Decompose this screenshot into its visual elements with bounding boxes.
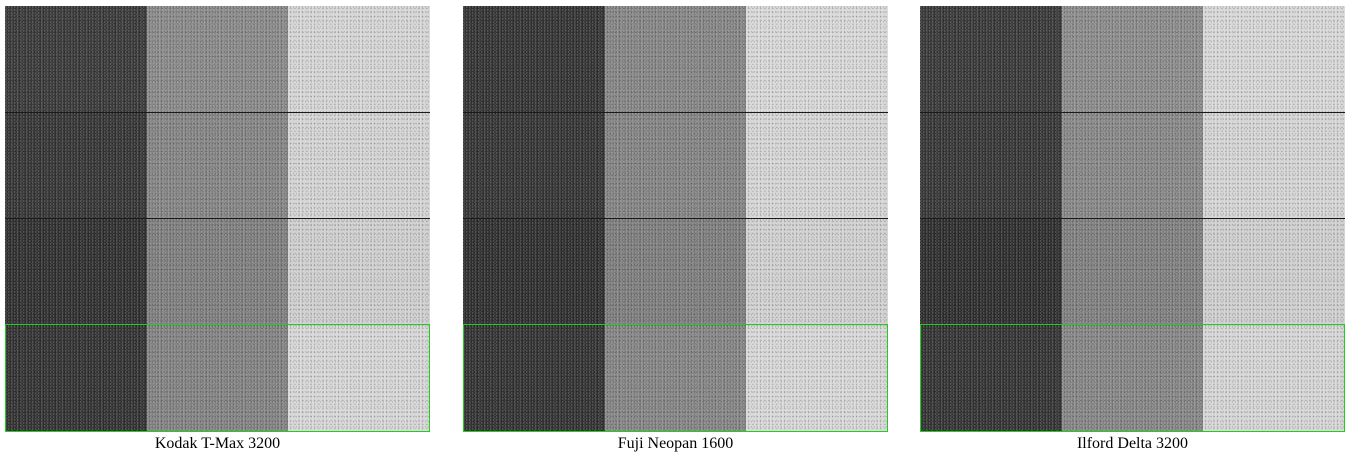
grain-patch [605, 6, 746, 113]
grain-patch [1062, 325, 1203, 432]
grain-patch [5, 219, 147, 326]
grain-patch-grid [920, 6, 1345, 432]
grain-patch [605, 219, 746, 326]
grain-patch [920, 6, 1062, 113]
row-separator [920, 218, 1345, 219]
grain-patch [5, 325, 147, 432]
grain-patch [5, 6, 147, 113]
grain-patch-grid [463, 6, 888, 432]
grain-patch [920, 112, 1062, 219]
grain-patch [1203, 219, 1345, 326]
grain-patch [605, 325, 746, 432]
grain-patch [605, 112, 746, 219]
grain-patch-grid [5, 6, 430, 432]
row-separator [463, 112, 888, 113]
grain-patch [920, 325, 1062, 432]
grain-patch [746, 112, 888, 219]
panel-caption-fuji: Fuji Neopan 1600 [617, 435, 734, 452]
grain-patch [1203, 6, 1345, 113]
grain-patch [463, 325, 605, 432]
highlighted-row-frame [920, 324, 1345, 432]
grain-patch [288, 112, 430, 219]
panel-caption-kodak: Kodak T-Max 3200 [154, 435, 281, 452]
grain-patch [1203, 112, 1345, 219]
highlighted-row-frame [5, 324, 430, 432]
grain-patch [147, 219, 288, 326]
grain-patch [920, 219, 1062, 326]
grain-patch [147, 112, 288, 219]
grain-patch [288, 219, 430, 326]
grain-patch [746, 6, 888, 113]
grain-patch [463, 219, 605, 326]
panel-caption-ilford: Ilford Delta 3200 [1076, 435, 1189, 452]
film-grain-panel-ilford [920, 6, 1345, 432]
grain-patch [288, 325, 430, 432]
film-grain-panel-kodak [5, 6, 430, 432]
grain-patch [746, 219, 888, 326]
grain-patch [288, 6, 430, 113]
row-separator [920, 112, 1345, 113]
grain-patch [5, 112, 147, 219]
grain-patch [463, 6, 605, 113]
grain-patch [1062, 219, 1203, 326]
row-separator [463, 218, 888, 219]
row-separator [5, 112, 430, 113]
grain-patch [1203, 325, 1345, 432]
grain-patch [147, 6, 288, 113]
grain-patch [746, 325, 888, 432]
grain-patch [1062, 6, 1203, 113]
row-separator [5, 218, 430, 219]
grain-patch [463, 112, 605, 219]
grain-patch [1062, 112, 1203, 219]
film-grain-panel-fuji [463, 6, 888, 432]
highlighted-row-frame [463, 324, 888, 432]
grain-patch [147, 325, 288, 432]
